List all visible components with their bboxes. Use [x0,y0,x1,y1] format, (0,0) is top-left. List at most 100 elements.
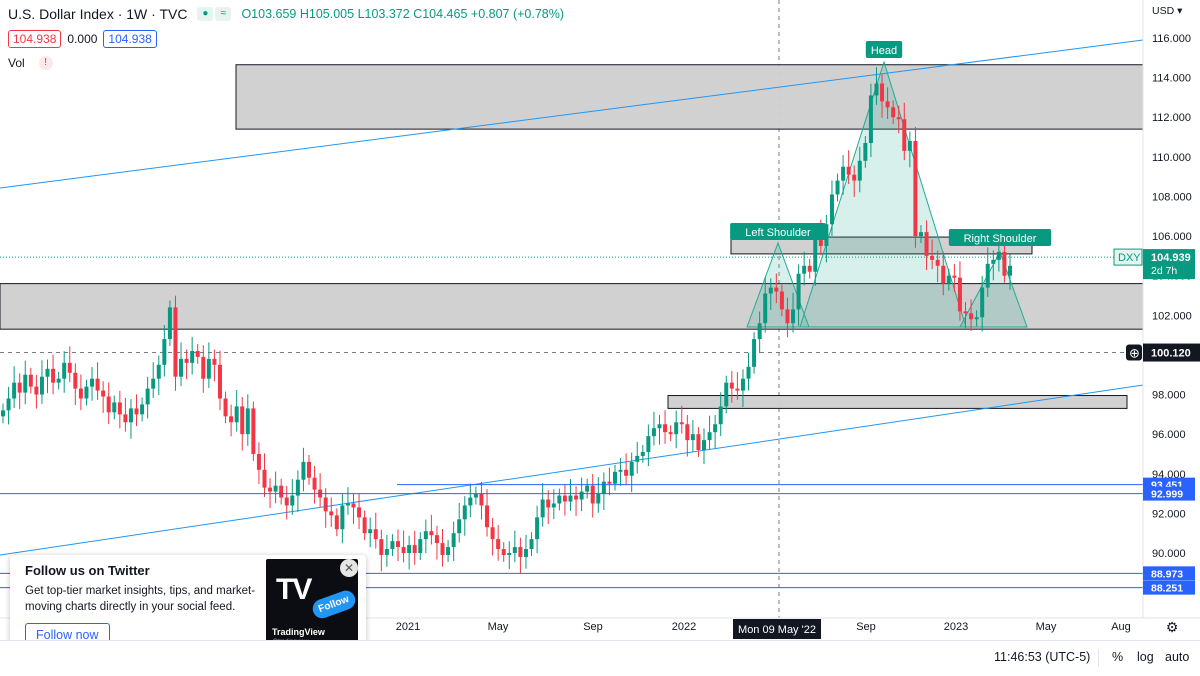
candle-body [73,372,78,389]
candle-body [396,541,401,548]
candle-body [390,541,395,550]
volume-label[interactable]: Vol [8,56,25,70]
bid-ask-row: 104.938 0.000 104.938 [8,30,157,48]
candle-body [468,497,473,506]
candle-body [418,539,423,553]
clock-timezone[interactable]: 11:46:53 (UTC-5) [994,650,1091,664]
candle-body [162,339,167,365]
candle-body [941,265,946,284]
candle-body [357,507,362,518]
high-value: H105.005 [299,7,355,21]
candle-body [234,406,239,423]
ad-description: Get top-tier market insights, tips, and … [25,585,256,613]
candle-body [785,309,790,324]
candle-body [251,408,256,454]
candle-body [952,275,957,278]
candle-body [23,374,28,393]
candle-body [329,511,334,516]
close-icon[interactable]: ✕ [340,559,358,577]
candle-body [512,547,517,553]
candle-body [863,142,868,161]
candle-body [401,547,406,553]
data-delay-icon: ≈ [215,7,232,21]
candle-body [791,309,796,324]
level-tag: 88.973 [1151,568,1183,580]
plus-icon: ⊕ [1129,346,1140,361]
candle-body [562,495,567,502]
candle-body [735,388,740,391]
candle-body [796,273,801,310]
candle-body [685,424,690,441]
candle-body [707,432,712,441]
candle-body [857,160,862,181]
price-tick-label: 112.000 [1152,112,1191,124]
candle-body [201,356,206,379]
candle-body [384,549,389,555]
time-tick-label: May [488,621,509,633]
candle-body [106,396,111,413]
candle-body [924,232,929,256]
buy-price-box[interactable]: 104.938 [103,30,157,48]
candle-body [334,515,339,530]
time-tick-label: Aug [1111,621,1131,633]
candle-body [568,495,573,502]
candle-body [17,382,22,393]
candle-body [696,434,701,450]
candle-body [918,232,923,237]
candle-body [78,388,83,399]
candles [1,67,1012,574]
percent-scale-toggle[interactable]: % [1112,650,1124,664]
candle-body [479,493,484,506]
candle-body [824,224,829,246]
candle-body [663,424,668,433]
candle-body [996,251,1001,260]
status-badges: ● ≈ [197,7,232,21]
auto-scale-toggle[interactable]: auto [1165,650,1190,664]
candle-body [590,485,595,504]
tradingview-logo-icon: TV [276,573,312,606]
candle-body [557,495,562,504]
chart-grid [0,0,1143,618]
candle-body [256,453,261,470]
candle-body [963,311,968,314]
candle-body [240,406,245,435]
tradingview-promo-image[interactable]: TV Follow TradingView @tradingview [266,559,358,655]
candle-body [268,487,273,492]
candle-body [651,428,656,437]
candle-body [56,378,61,383]
candle-body [45,368,50,377]
symbol-title[interactable]: U.S. Dollar Index · 1W · TVC [8,6,188,22]
sell-price-box[interactable]: 104.938 [8,30,62,48]
candle-body [151,378,156,389]
candle-body [757,323,762,340]
zone-114 [235,64,1144,130]
log-scale-toggle[interactable]: log [1137,650,1154,664]
candle-body [546,499,551,508]
candle-body [28,374,33,387]
candle-body [295,479,300,496]
candle-body [891,107,896,118]
candle-body [1,410,5,417]
candle-body [874,83,879,96]
candle-body [841,166,846,181]
candle-body [529,539,534,550]
currency-label: USD ▾ [1152,5,1183,17]
candle-body [284,497,289,506]
candle-body [12,382,17,399]
candle-body [373,529,378,540]
candle-body [507,553,512,555]
candle-body [323,497,328,512]
candle-body [223,398,228,417]
candle-body [117,402,122,415]
pattern-label-bg [730,223,826,240]
pattern-labels: Head Left Shoulder Right Shoulder [730,41,1052,246]
price-chart[interactable]: 116.000 114.000 112.000 110.000 108.000 106.0… [0,0,1200,640]
pattern-label: Head [871,45,897,57]
candle-body [229,416,234,423]
candle-body [490,527,495,540]
warning-icon[interactable]: ! [38,56,53,70]
candle-body [212,358,217,365]
candle-body [473,493,478,498]
low-value: L103.372 [357,7,410,21]
time-tick-label: 2023 [944,621,968,633]
